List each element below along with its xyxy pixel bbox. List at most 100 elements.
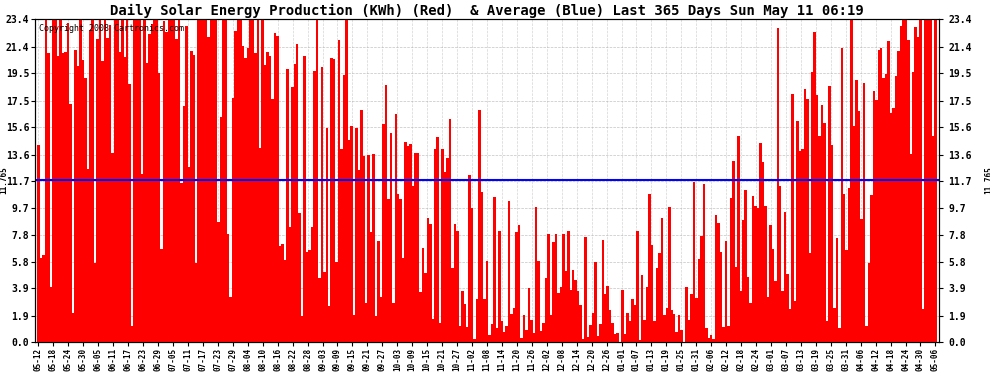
Bar	[106, 38, 109, 342]
Bar	[920, 14, 922, 342]
Bar	[212, 14, 215, 342]
Bar	[634, 305, 636, 342]
Bar	[759, 143, 761, 342]
Bar	[158, 73, 160, 342]
Bar	[624, 334, 627, 342]
Bar	[202, 14, 205, 342]
Bar	[57, 56, 59, 342]
Bar	[627, 314, 629, 342]
Bar	[559, 287, 562, 342]
Bar	[617, 333, 619, 342]
Bar	[424, 273, 427, 342]
Bar	[338, 40, 341, 342]
Bar	[540, 332, 543, 342]
Bar	[695, 298, 698, 342]
Bar	[402, 258, 405, 342]
Bar	[341, 149, 343, 342]
Bar	[875, 100, 877, 342]
Bar	[932, 136, 935, 342]
Bar	[311, 227, 313, 342]
Bar	[365, 303, 367, 342]
Bar	[331, 58, 333, 342]
Bar	[746, 277, 749, 342]
Bar	[417, 153, 419, 342]
Bar	[182, 106, 185, 342]
Bar	[225, 15, 227, 342]
Bar	[227, 234, 230, 342]
Bar	[791, 94, 794, 342]
Bar	[668, 207, 670, 342]
Bar	[444, 172, 446, 342]
Bar	[839, 328, 841, 342]
Bar	[155, 14, 158, 342]
Bar	[567, 231, 569, 342]
Bar	[658, 252, 660, 342]
Bar	[242, 46, 245, 342]
Bar	[764, 206, 766, 342]
Bar	[890, 112, 892, 342]
Bar	[298, 213, 301, 342]
Bar	[533, 333, 535, 342]
Bar	[91, 18, 94, 342]
Bar	[804, 89, 806, 342]
Bar	[631, 299, 634, 342]
Bar	[468, 176, 471, 342]
Bar	[602, 240, 604, 342]
Bar	[269, 56, 271, 342]
Bar	[744, 190, 746, 342]
Bar	[284, 260, 286, 342]
Bar	[488, 335, 491, 342]
Bar	[516, 232, 518, 342]
Bar	[599, 324, 602, 342]
Bar	[853, 126, 855, 342]
Bar	[680, 330, 683, 342]
Bar	[251, 19, 254, 342]
Bar	[245, 58, 247, 342]
Bar	[400, 199, 402, 342]
Bar	[261, 14, 264, 342]
Bar	[660, 218, 663, 342]
Bar	[434, 149, 437, 342]
Bar	[256, 14, 259, 342]
Bar	[437, 137, 439, 342]
Bar	[786, 274, 789, 342]
Bar	[690, 294, 693, 342]
Bar	[779, 186, 781, 342]
Bar	[880, 48, 882, 342]
Bar	[254, 53, 256, 342]
Bar	[74, 50, 76, 342]
Bar	[486, 261, 488, 342]
Bar	[52, 14, 54, 342]
Bar	[728, 326, 730, 342]
Bar	[67, 23, 69, 342]
Bar	[96, 39, 99, 342]
Bar	[784, 212, 786, 342]
Bar	[544, 278, 547, 342]
Bar	[496, 328, 498, 342]
Bar	[885, 75, 887, 342]
Bar	[860, 219, 862, 342]
Bar	[554, 234, 557, 342]
Bar	[271, 99, 274, 342]
Bar	[761, 162, 764, 342]
Bar	[547, 234, 549, 342]
Bar	[754, 206, 756, 342]
Bar	[518, 225, 520, 342]
Bar	[506, 326, 508, 342]
Bar	[293, 64, 296, 342]
Bar	[673, 314, 675, 342]
Text: 11.765: 11.765	[984, 166, 990, 194]
Bar	[645, 286, 648, 342]
Bar	[769, 225, 771, 342]
Bar	[318, 278, 321, 342]
Bar	[530, 320, 533, 342]
Bar	[94, 264, 96, 342]
Bar	[301, 316, 303, 342]
Bar	[150, 24, 153, 342]
Bar	[774, 281, 776, 342]
Bar	[461, 291, 463, 342]
Bar	[326, 128, 328, 342]
Bar	[89, 30, 91, 342]
Bar	[776, 28, 779, 342]
Bar	[336, 261, 338, 342]
